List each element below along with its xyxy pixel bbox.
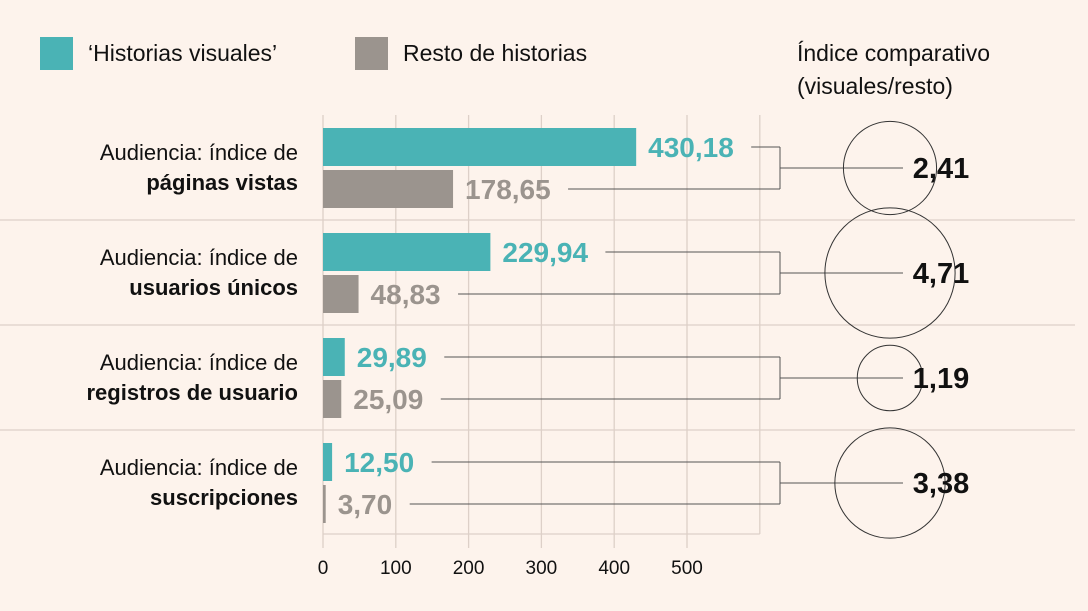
legend-swatch-visuales bbox=[40, 37, 73, 70]
x-tick-label: 100 bbox=[380, 558, 412, 579]
x-axis: 0 100 200 300 400 500 bbox=[318, 558, 703, 579]
bar-resto bbox=[323, 485, 326, 523]
category-label-line2: usuarios únicos bbox=[129, 275, 298, 300]
data-label-resto: 178,65 bbox=[465, 174, 551, 205]
legend-swatch-resto bbox=[355, 37, 388, 70]
row-0: Audiencia: índice de páginas vistas 430,18… bbox=[100, 120, 969, 216]
ratio-title-line1: Índice comparativo bbox=[797, 40, 990, 66]
rows: Audiencia: índice de páginas vistas 430,18… bbox=[86, 120, 969, 539]
ratio-title: Índice comparativo (visuales/resto) bbox=[797, 40, 990, 99]
ratio-circle bbox=[842, 120, 938, 216]
ratio-circle bbox=[856, 344, 924, 412]
row-1: Audiencia: índice de usuarios únicos 229,9… bbox=[100, 207, 969, 339]
category-label-line2: páginas vistas bbox=[146, 170, 298, 195]
bar-resto bbox=[323, 275, 359, 313]
legend-label-visuales: ‘Historias visuales’ bbox=[88, 40, 277, 66]
bar-visuales bbox=[323, 338, 345, 376]
bar-resto bbox=[323, 380, 342, 418]
category-label-line1: Audiencia: índice de bbox=[100, 455, 298, 480]
category-label-line2: registros de usuario bbox=[86, 380, 298, 405]
data-label-resto: 48,83 bbox=[371, 279, 441, 310]
data-label-resto: 25,09 bbox=[353, 384, 423, 415]
bar-visuales bbox=[323, 233, 491, 271]
ratio-label: 2,41 bbox=[913, 153, 969, 185]
legend-label-resto: Resto de historias bbox=[403, 40, 587, 66]
data-label-visuales: 430,18 bbox=[648, 132, 734, 163]
row-3: Audiencia: índice de suscripciones 12,50 3,… bbox=[100, 427, 969, 539]
data-label-visuales: 29,89 bbox=[357, 342, 427, 373]
x-tick-label: 200 bbox=[453, 558, 485, 579]
ratio-label: 3,38 bbox=[913, 468, 969, 500]
ratio-title-line2: (visuales/resto) bbox=[797, 73, 953, 99]
bar-resto bbox=[323, 170, 454, 208]
category-label-line1: Audiencia: índice de bbox=[100, 350, 298, 375]
x-tick-label: 400 bbox=[598, 558, 630, 579]
category-label-line2: suscripciones bbox=[150, 485, 298, 510]
legend: ‘Historias visuales’ Resto de historias bbox=[40, 37, 587, 70]
ratio-circle bbox=[824, 207, 956, 339]
ratio-circle bbox=[834, 427, 946, 539]
category-label-line1: Audiencia: índice de bbox=[100, 140, 298, 165]
bar-visuales bbox=[323, 128, 637, 166]
data-label-resto: 3,70 bbox=[338, 489, 393, 520]
data-label-visuales: 12,50 bbox=[344, 447, 414, 478]
ratio-label: 1,19 bbox=[913, 363, 969, 395]
data-label-visuales: 229,94 bbox=[502, 237, 588, 268]
category-label-line1: Audiencia: índice de bbox=[100, 245, 298, 270]
row-2: Audiencia: índice de registros de usuario… bbox=[86, 338, 969, 418]
ratio-label: 4,71 bbox=[913, 258, 969, 290]
x-tick-label: 300 bbox=[526, 558, 558, 579]
x-tick-label: 500 bbox=[671, 558, 703, 579]
bar-visuales bbox=[323, 443, 333, 481]
x-tick-label: 0 bbox=[318, 558, 329, 579]
